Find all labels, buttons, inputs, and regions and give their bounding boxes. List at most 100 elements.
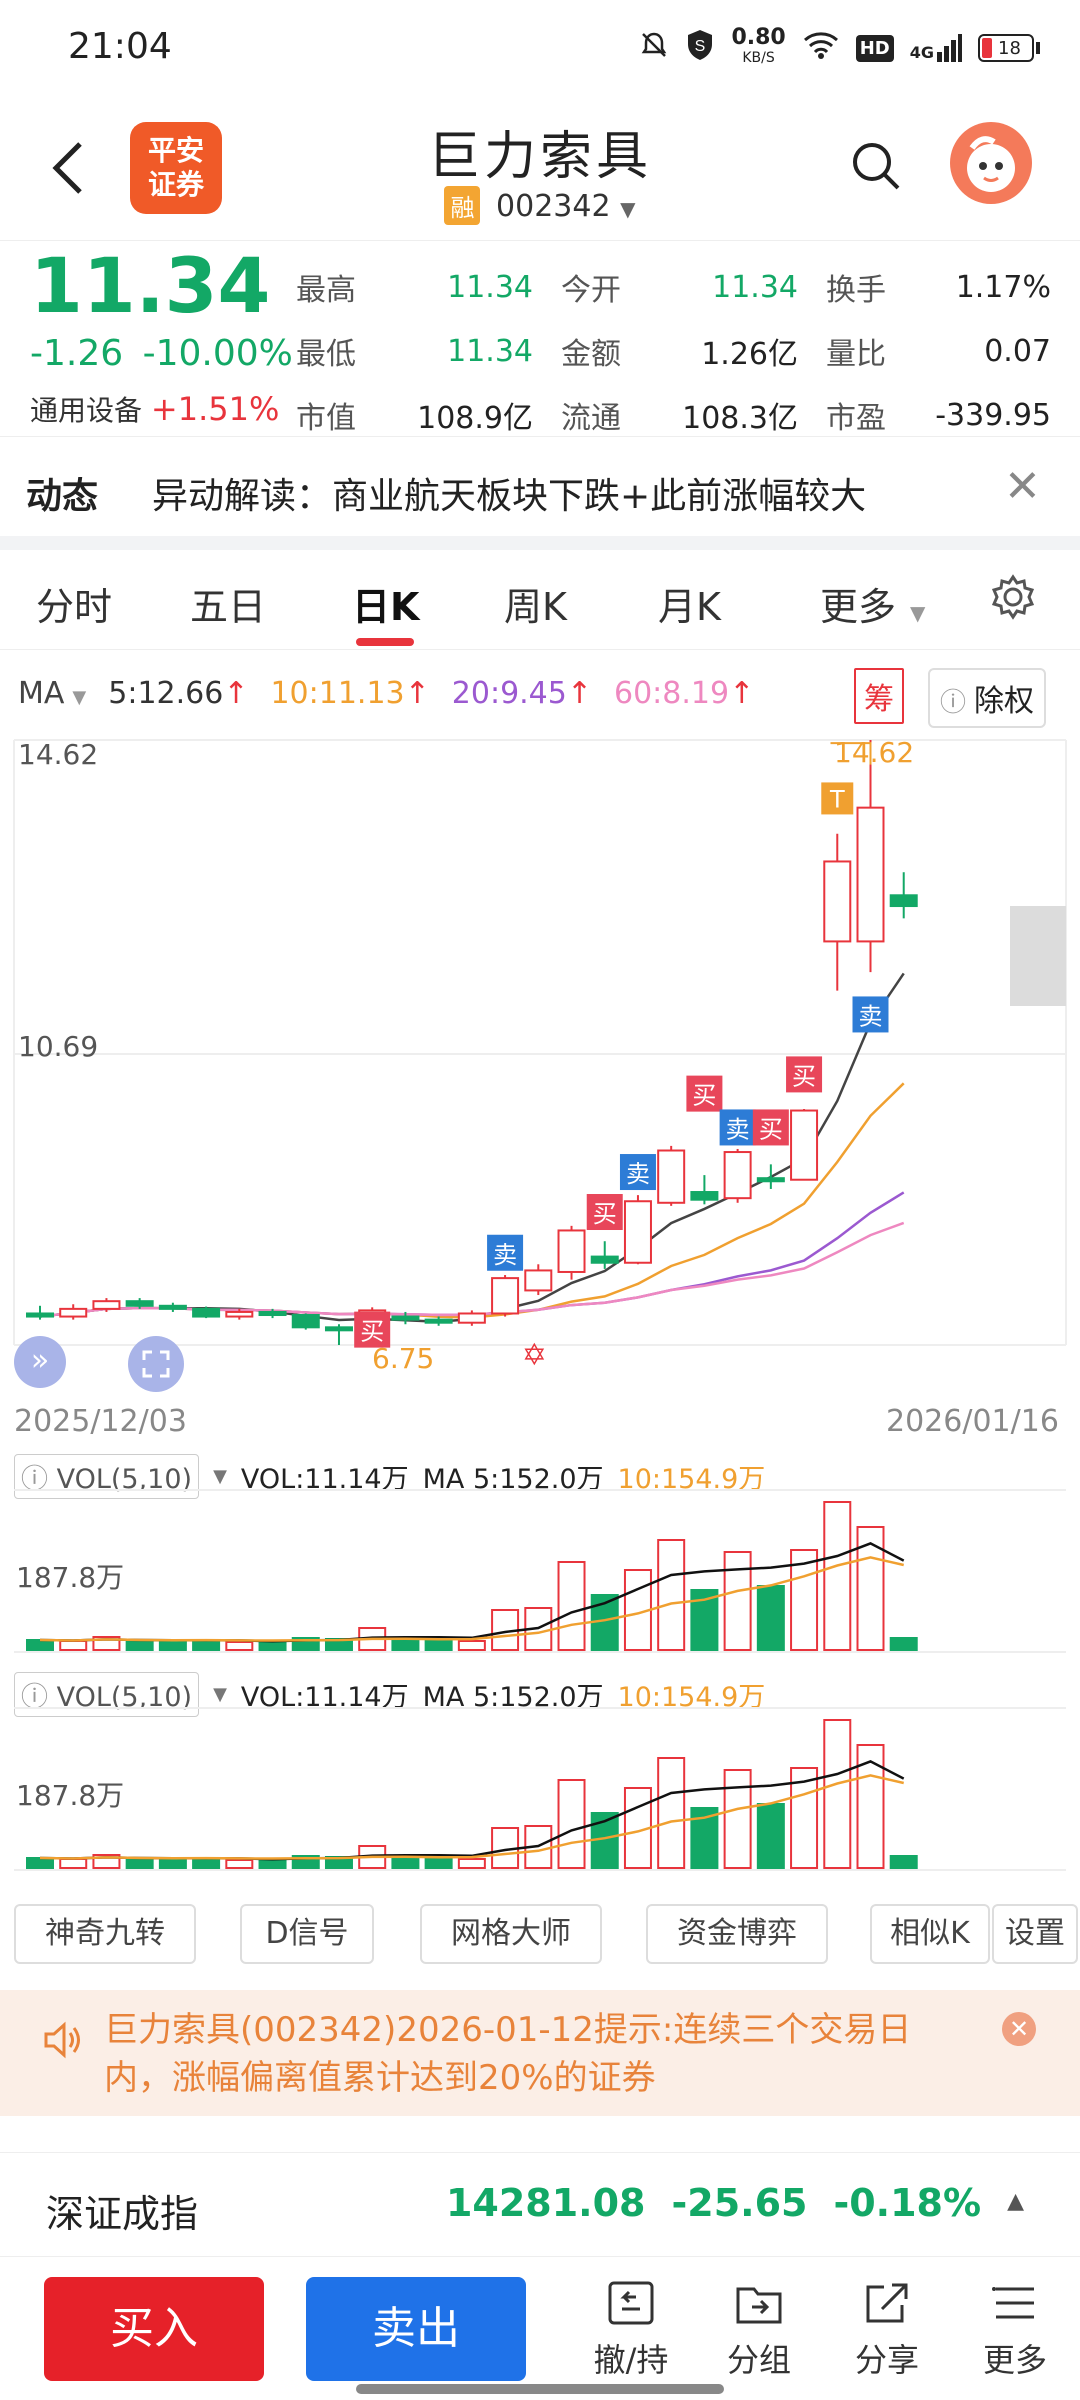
volume-chart[interactable] <box>0 1704 1080 1878</box>
buy-signal <box>752 1109 789 1146</box>
search-icon[interactable] <box>850 140 902 192</box>
volume-bar <box>59 1640 88 1651</box>
ma-selector[interactable]: MA ▼ <box>18 676 87 711</box>
candle-body <box>258 1310 287 1317</box>
alert-text: 巨力索具(002342)2026-01-12提示:连续三个交易日内，涨幅偏离值累… <box>104 2010 912 2098</box>
ex-rights-button[interactable]: ⓘ 除权 <box>928 668 1047 728</box>
sell-signal <box>719 1109 756 1146</box>
sell-button[interactable]: 卖出 <box>306 2277 526 2381</box>
cancel-icon <box>608 2281 654 2325</box>
buy-signal <box>586 1194 623 1231</box>
volume-bar <box>889 1637 918 1651</box>
tool-settings[interactable]: 设置 <box>992 1904 1078 1964</box>
risk-alert-banner[interactable]: 巨力索具(002342)2026-01-12提示:连续三个交易日内，涨幅偏离值累… <box>0 1990 1080 2116</box>
quote-panel: 11.34 -1.26 -10.00% 通用设备 +1.51% 最高 11.34 今… <box>0 240 1080 436</box>
cancel-hold-button[interactable]: 撤/持 <box>576 2279 686 2381</box>
expand-left-icon[interactable]: » <box>14 1336 66 1388</box>
tab-five-day[interactable]: 五日 <box>190 585 267 629</box>
candle-body <box>225 1310 254 1318</box>
candle-body <box>623 1200 652 1264</box>
indicator-tools: 神奇九转 D信号 网格大师 资金博弈 相似K 设置 <box>0 1904 1080 1966</box>
assistant-avatar[interactable] <box>950 122 1032 204</box>
stock-header: 平安 证券 巨力索具 融 002342 ▼ <box>0 100 1080 240</box>
buy-button[interactable]: 买入 <box>44 2277 264 2381</box>
tool-grid-master[interactable]: 网格大师 <box>420 1904 602 1964</box>
volume-bar <box>657 1539 686 1651</box>
tab-weekly-k[interactable]: 周K <box>504 585 567 629</box>
stat-value: 1.17% <box>955 269 1051 305</box>
volume-bar <box>889 1855 918 1869</box>
volume-bar <box>557 1561 586 1651</box>
news-text[interactable]: 异动解读：商业航天板块下跌+此前涨幅较大 <box>152 476 867 517</box>
back-arrow-icon[interactable] <box>48 138 88 198</box>
broker-logo: 平安 证券 <box>130 122 222 214</box>
candle-body <box>856 806 885 943</box>
volume-chart[interactable] <box>0 1486 1080 1660</box>
index-change-pct: -0.18% <box>833 2181 982 2225</box>
tab-monthly-k[interactable]: 月K <box>658 585 721 629</box>
candle-body <box>192 1307 221 1318</box>
candle-body <box>756 1177 785 1183</box>
more-button[interactable]: 更多 <box>960 2279 1070 2381</box>
buy-signal <box>786 1056 823 1093</box>
share-button[interactable]: 分享 <box>832 2279 942 2381</box>
tool-capital-game[interactable]: 资金博弈 <box>646 1904 828 1964</box>
ma-legend: MA ▼ 5:12.66↑ 10:11.13↑ 20:9.45↑ 60:8.19↑ <box>18 676 754 711</box>
gear-icon[interactable] <box>990 574 1036 624</box>
sell-signal-label: 卖 <box>726 1115 750 1143</box>
stat-label: 最高 <box>296 273 356 308</box>
stat-value: 1.26亿 <box>701 337 798 372</box>
buy-signal <box>686 1075 723 1112</box>
folder-icon <box>736 2287 782 2324</box>
tab-intraday[interactable]: 分时 <box>36 585 113 629</box>
t-signal-label: T <box>829 785 845 813</box>
candle-body <box>889 894 918 908</box>
market-index-bar[interactable]: 深证成指 14281.08 -25.65 -0.18% ▲ <box>0 2152 1080 2256</box>
low-price-marker: 6.75 <box>372 1342 435 1375</box>
close-icon[interactable]: ✕ <box>1002 2012 1036 2046</box>
volume-bar <box>623 1569 652 1651</box>
chevron-down-icon[interactable]: ▼ <box>213 1684 227 1705</box>
volume-bar <box>790 1549 819 1651</box>
stock-name: 巨力索具 <box>427 127 652 187</box>
stat-label: 量比 <box>826 337 886 372</box>
period-tabs: 分时 五日 日K 周K 月K 更多 ▼ <box>0 550 1080 650</box>
chevron-up-icon: ▲ <box>1007 2189 1024 2214</box>
stock-code-selector[interactable]: 融 002342 ▼ <box>0 186 1080 225</box>
candle-body <box>158 1304 187 1310</box>
candle-body <box>790 1109 819 1181</box>
group-button[interactable]: 分组 <box>704 2279 814 2381</box>
volume-bar <box>756 1803 785 1869</box>
ma60-value: 60:8.19↑ <box>614 676 755 711</box>
news-ticker[interactable]: 动态 异动解读：商业航天板块下跌+此前涨幅较大 ✕ <box>0 436 1080 536</box>
ma5-value: 5:12.66↑ <box>108 676 249 711</box>
candle-body <box>723 1151 752 1200</box>
tab-daily-k[interactable]: 日K <box>352 585 420 629</box>
tool-d-signal[interactable]: D信号 <box>240 1904 374 1964</box>
chip-distribution-button[interactable]: 筹 <box>854 668 904 724</box>
chevron-down-icon[interactable]: ▼ <box>213 1466 227 1487</box>
candle-body <box>524 1269 553 1292</box>
stat-value: -339.95 <box>935 397 1051 433</box>
date-end-label: 2026/01/16 <box>886 1404 1059 1439</box>
chevron-down-icon: ▼ <box>910 601 926 625</box>
y-axis-mid-label: 10.69 <box>18 1030 99 1063</box>
date-start-label: 2025/12/03 <box>14 1404 187 1439</box>
mute-icon <box>639 30 669 66</box>
volume-bar <box>225 1641 254 1651</box>
close-icon[interactable]: ✕ <box>1004 461 1041 512</box>
tool-similar-k[interactable]: 相似K <box>870 1904 990 1964</box>
tab-more[interactable]: 更多 ▼ <box>820 585 926 629</box>
battery-icon: 18 <box>978 34 1040 62</box>
stat-value: 0.07 <box>984 333 1051 369</box>
tool-magic-nine[interactable]: 神奇九转 <box>14 1904 196 1964</box>
stat-value: 11.34 <box>447 333 533 369</box>
volume-axis-label: 187.8万 <box>16 1561 125 1594</box>
sector-info[interactable]: 通用设备 +1.51% <box>30 390 280 428</box>
fullscreen-icon[interactable] <box>128 1336 184 1392</box>
candle-body <box>424 1318 453 1324</box>
volume-bar <box>856 1526 885 1651</box>
candle-body <box>557 1229 586 1273</box>
volume-bar <box>657 1757 686 1869</box>
